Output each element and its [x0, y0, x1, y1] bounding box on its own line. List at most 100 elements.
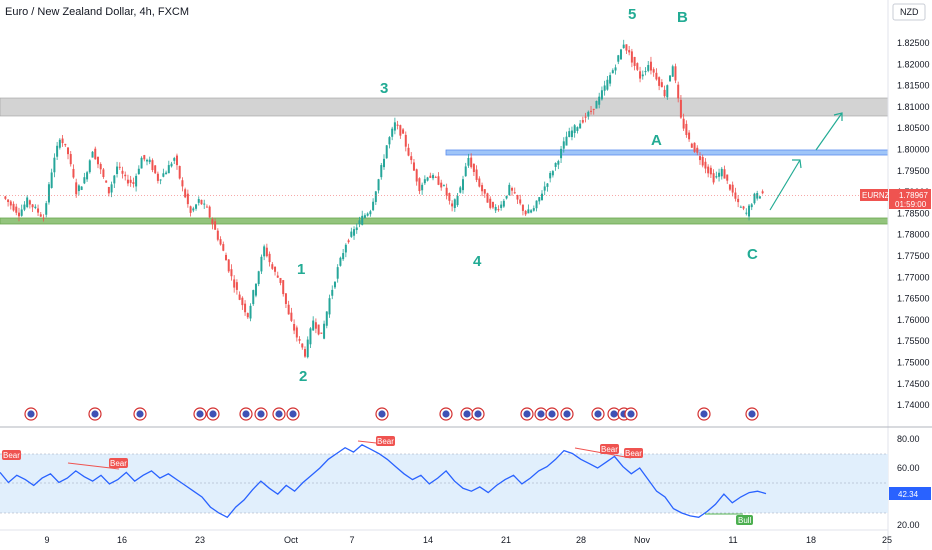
candle-body	[200, 199, 203, 205]
candle-body	[481, 185, 484, 192]
candle-body	[94, 148, 97, 160]
event-marker-flag	[523, 410, 531, 418]
candle-body	[718, 172, 721, 177]
projection-arrow-2-head	[833, 112, 843, 121]
candle-body	[320, 332, 323, 334]
candle-body	[137, 168, 140, 175]
candle-body	[107, 187, 110, 194]
candle-body	[669, 75, 672, 82]
candle-body	[235, 282, 238, 290]
price-tick: 1.82000	[897, 59, 930, 69]
candle-body	[50, 172, 53, 188]
candle-body	[366, 213, 369, 216]
wave-label-4: 4	[473, 253, 482, 270]
candle-body	[598, 96, 601, 105]
candle-body	[72, 168, 75, 178]
candle-body	[61, 138, 64, 144]
event-marker-flag	[627, 410, 635, 418]
candle-body	[102, 169, 105, 178]
candle-body	[219, 239, 222, 245]
candle-body	[265, 247, 268, 257]
candle-body	[666, 85, 669, 98]
rsi-band	[0, 454, 888, 513]
candle-body	[456, 195, 459, 206]
candle-body	[546, 183, 549, 187]
event-markers[interactable]	[24, 407, 759, 421]
candle-body	[489, 198, 492, 208]
candle-body	[178, 166, 181, 179]
candle-body	[165, 172, 168, 175]
candle-body	[426, 177, 429, 181]
candle-body	[132, 182, 135, 184]
currency-button[interactable]: NZD	[892, 3, 926, 21]
wave-label-3: 3	[380, 80, 388, 97]
candle-body	[505, 195, 508, 199]
candle-body	[146, 159, 149, 162]
candle-body	[619, 49, 622, 60]
candle-body	[576, 127, 579, 131]
candle-body	[617, 55, 620, 62]
candle-body	[222, 244, 225, 251]
candle-body	[203, 203, 206, 205]
candle-body	[715, 176, 718, 178]
candle-body	[45, 203, 48, 215]
candle-body	[53, 157, 56, 173]
price-tick: 1.74000	[897, 400, 930, 410]
candle-body	[28, 200, 31, 205]
candle-body	[26, 197, 29, 207]
price-tick: 1.80000	[897, 145, 930, 155]
candle-body	[17, 212, 20, 217]
candle-body	[126, 179, 129, 184]
candle-body	[271, 264, 274, 269]
candle-body	[543, 186, 546, 191]
time-tick: 23	[195, 535, 205, 545]
candle-body	[276, 275, 279, 278]
candle-body	[263, 246, 266, 257]
candle-body	[560, 148, 563, 159]
candle-body	[685, 123, 688, 135]
candle-body	[696, 147, 699, 153]
candle-body	[761, 191, 764, 194]
candle-body	[448, 193, 451, 201]
candle-body	[208, 206, 211, 218]
candle-body	[12, 203, 15, 211]
candle-body	[557, 161, 560, 165]
time-tick: 16	[117, 535, 127, 545]
bear-tag-5: Bear	[625, 449, 642, 458]
bull-tag: Bull	[738, 516, 752, 525]
event-marker-flag	[289, 410, 297, 418]
candle-body	[148, 159, 151, 163]
candle-body	[290, 312, 293, 321]
candle-body	[214, 221, 217, 230]
event-marker-flag	[136, 410, 144, 418]
candle-body	[726, 174, 729, 181]
divergence-lines	[67, 440, 743, 515]
price-tick: 1.81000	[897, 102, 930, 112]
price-tick: 1.82500	[897, 38, 930, 48]
candle-body	[712, 173, 715, 183]
candle-body	[402, 129, 405, 134]
candle-body	[396, 124, 399, 126]
candle-body	[121, 170, 124, 174]
candle-body	[260, 256, 263, 272]
event-marker-flag	[548, 410, 556, 418]
candle-body	[434, 176, 437, 178]
candle-body	[135, 175, 138, 187]
candle-body	[663, 89, 666, 97]
candle-body	[677, 84, 680, 99]
candle-body	[513, 192, 516, 194]
candle-body	[628, 50, 631, 53]
candle-body	[23, 204, 26, 210]
wave-label-5: 5	[628, 6, 636, 23]
candle-body	[298, 339, 301, 341]
candle-body	[353, 229, 356, 236]
candle-body	[350, 231, 353, 237]
candle-body	[483, 189, 486, 194]
time-tick: 14	[423, 535, 433, 545]
candle-body	[584, 116, 587, 118]
projection-arrows	[769, 112, 843, 211]
candle-body	[690, 143, 693, 148]
candle-body	[562, 141, 565, 149]
candle-body	[412, 162, 415, 171]
